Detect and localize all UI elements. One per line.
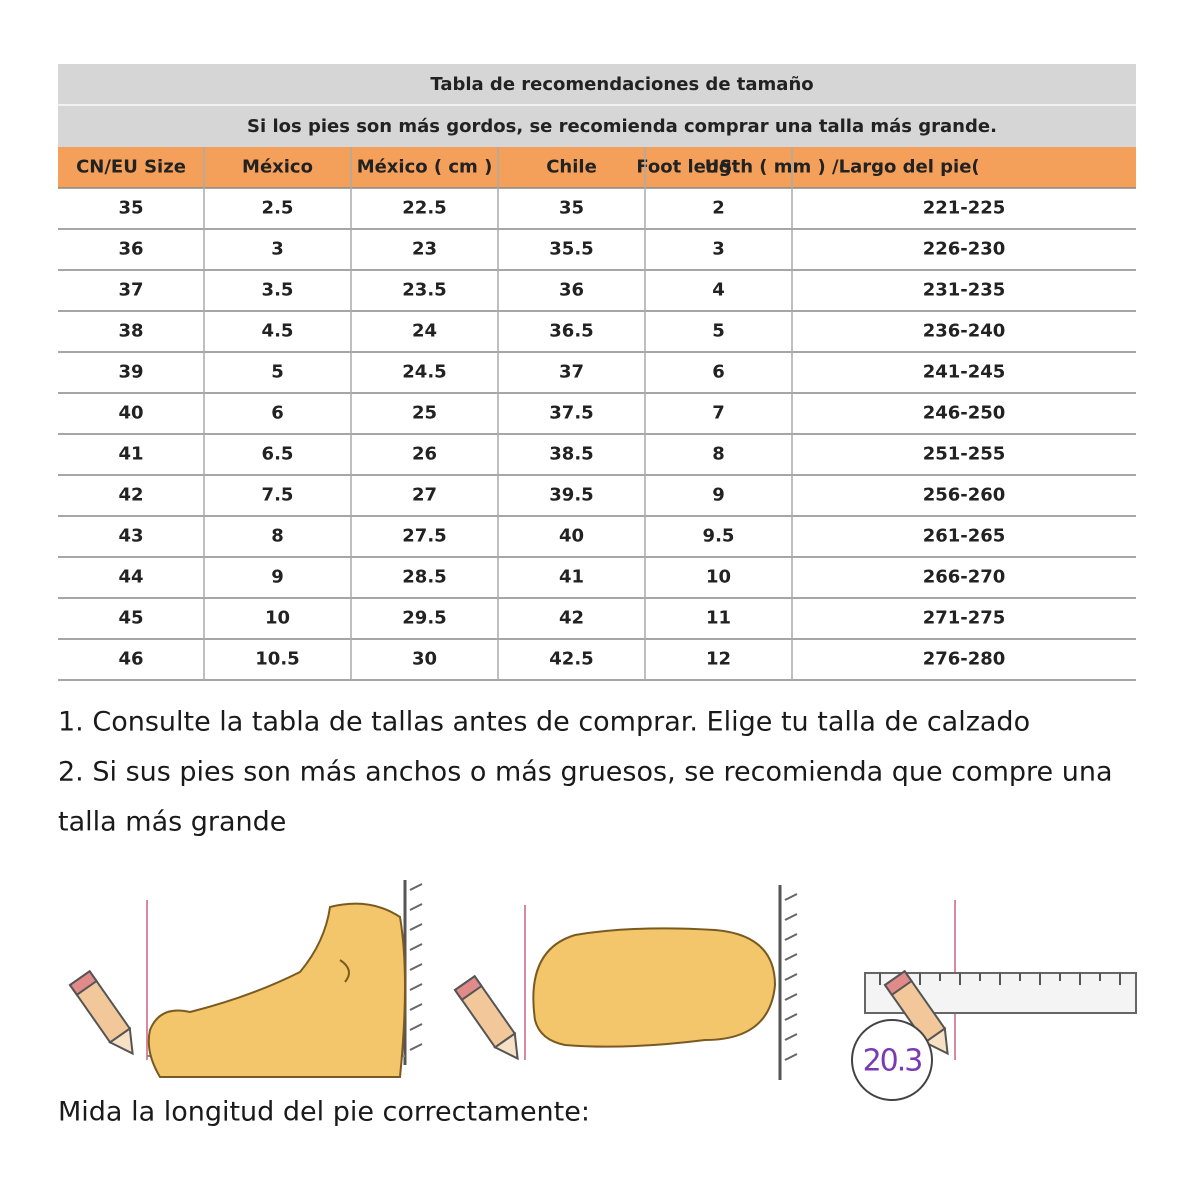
header-cell: México ( cm ) bbox=[357, 157, 493, 178]
table-cell: 271-275 bbox=[923, 608, 1006, 629]
table-cell: 23.5 bbox=[402, 280, 446, 301]
table-cell: 5 bbox=[712, 321, 725, 342]
table-cell: 2.5 bbox=[262, 198, 294, 219]
table-cell: 28.5 bbox=[402, 567, 446, 588]
note-line: 2. Si sus pies son más anchos o más grue… bbox=[58, 757, 1113, 788]
table-cell: 4.5 bbox=[262, 321, 294, 342]
table-cell: 39 bbox=[118, 362, 143, 383]
table-cell: 10 bbox=[265, 608, 290, 629]
table-cell: 24.5 bbox=[402, 362, 446, 383]
table-cell: 10.5 bbox=[255, 649, 299, 670]
table-cell: 46 bbox=[118, 649, 143, 670]
table-cell: 7 bbox=[712, 403, 725, 424]
table-cell: 241-245 bbox=[923, 362, 1006, 383]
table-cell: 38.5 bbox=[549, 444, 593, 465]
note-line: 1. Consulte la tabla de tallas antes de … bbox=[58, 707, 1030, 738]
table-cell: 44 bbox=[118, 567, 143, 588]
table-cell: 42.5 bbox=[549, 649, 593, 670]
table-cell: 26 bbox=[412, 444, 437, 465]
header-cell: CN/EU Size bbox=[76, 157, 186, 178]
table-cell: 246-250 bbox=[923, 403, 1006, 424]
table-cell: 251-255 bbox=[923, 444, 1006, 465]
illustrations: 20.3 bbox=[68, 880, 1137, 1101]
table-cell: 256-260 bbox=[923, 485, 1006, 506]
table-title: Tabla de recomendaciones de tamaño bbox=[430, 74, 813, 95]
table-cell: 27.5 bbox=[402, 526, 446, 547]
table-cell: 35.5 bbox=[549, 239, 593, 260]
table-cell: 261-265 bbox=[923, 526, 1006, 547]
caption: Mida la longitud del pie correctamente: bbox=[58, 1097, 590, 1128]
table-cell: 37 bbox=[559, 362, 584, 383]
table-cell: 3 bbox=[271, 239, 284, 260]
table-cell: 42 bbox=[559, 608, 584, 629]
table-cell: 35 bbox=[118, 198, 143, 219]
table-cell: 276-280 bbox=[923, 649, 1006, 670]
table-cell: 30 bbox=[412, 649, 437, 670]
table-cell: 226-230 bbox=[923, 239, 1006, 260]
table-cell: 42 bbox=[118, 485, 143, 506]
table-cell: 8 bbox=[271, 526, 284, 547]
table-cell: 6.5 bbox=[262, 444, 294, 465]
header-cell: US bbox=[705, 157, 733, 178]
table-cell: 22.5 bbox=[402, 198, 446, 219]
table-cell: 41 bbox=[559, 567, 584, 588]
table-cell: 40 bbox=[118, 403, 143, 424]
table-cell: 236-240 bbox=[923, 321, 1006, 342]
table-cell: 40 bbox=[559, 526, 584, 547]
table-cell: 35 bbox=[559, 198, 584, 219]
table-cell: 9 bbox=[712, 485, 725, 506]
table-cell: 3.5 bbox=[262, 280, 294, 301]
measurement-label: 20.3 bbox=[863, 1044, 922, 1079]
table-cell: 2 bbox=[712, 198, 725, 219]
table-cell: 23 bbox=[412, 239, 437, 260]
table-cell: 11 bbox=[706, 608, 731, 629]
table-cell: 6 bbox=[271, 403, 284, 424]
table-cell: 24 bbox=[412, 321, 437, 342]
size-table: Tabla de recomendaciones de tamaño Si lo… bbox=[58, 64, 1136, 681]
header-cell: Chile bbox=[546, 157, 597, 178]
header-cell: México bbox=[242, 157, 313, 178]
table-cell: 3 bbox=[712, 239, 725, 260]
table-cell: 9.5 bbox=[703, 526, 735, 547]
table-cell: 12 bbox=[706, 649, 731, 670]
table-cell: 39.5 bbox=[549, 485, 593, 506]
notes: 1. Consulte la tabla de tallas antes de … bbox=[58, 707, 1113, 838]
table-cell: 45 bbox=[118, 608, 143, 629]
table-cell: 37.5 bbox=[549, 403, 593, 424]
table-cell: 29.5 bbox=[402, 608, 446, 629]
table-cell: 231-235 bbox=[923, 280, 1006, 301]
table-cell: 27 bbox=[412, 485, 437, 506]
table-cell: 9 bbox=[271, 567, 284, 588]
table-cell: 8 bbox=[712, 444, 725, 465]
note-line: talla más grande bbox=[58, 807, 286, 838]
table-cell: 266-270 bbox=[923, 567, 1006, 588]
table-cell: 43 bbox=[118, 526, 143, 547]
table-cell: 6 bbox=[712, 362, 725, 383]
table-cell: 10 bbox=[706, 567, 731, 588]
table-cell: 7.5 bbox=[262, 485, 294, 506]
header-band bbox=[58, 147, 1136, 188]
table-cell: 36 bbox=[118, 239, 143, 260]
table-subtitle: Si los pies son más gordos, se recomiend… bbox=[247, 116, 997, 137]
table-cell: 38 bbox=[118, 321, 143, 342]
table-cell: 5 bbox=[271, 362, 284, 383]
table-cell: 36 bbox=[559, 280, 584, 301]
table-cell: 25 bbox=[412, 403, 437, 424]
table-cell: 37 bbox=[118, 280, 143, 301]
table-cell: 4 bbox=[712, 280, 725, 301]
table-cell: 41 bbox=[118, 444, 143, 465]
table-cell: 221-225 bbox=[923, 198, 1006, 219]
header-cell: Foot length ( mm ) /Largo del pie( bbox=[636, 157, 979, 178]
table-cell: 36.5 bbox=[549, 321, 593, 342]
